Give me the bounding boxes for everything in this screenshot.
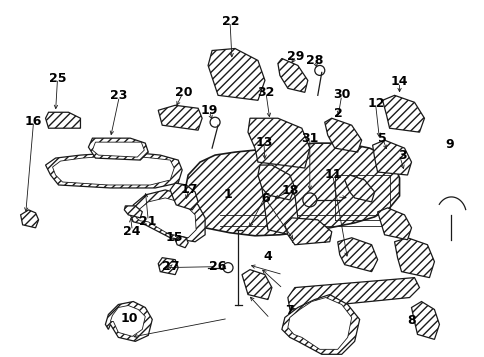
Polygon shape — [344, 175, 374, 202]
Polygon shape — [261, 185, 297, 236]
Polygon shape — [158, 105, 202, 130]
Text: 17: 17 — [180, 183, 197, 196]
Polygon shape — [394, 238, 434, 278]
Polygon shape — [284, 218, 331, 245]
Text: 11: 11 — [324, 169, 342, 181]
Polygon shape — [257, 165, 294, 200]
Polygon shape — [170, 183, 198, 210]
Text: 7: 7 — [285, 303, 294, 317]
Text: 19: 19 — [200, 105, 218, 117]
Text: 15: 15 — [165, 231, 182, 244]
Text: 24: 24 — [123, 225, 141, 238]
Polygon shape — [88, 138, 148, 160]
Text: 20: 20 — [174, 86, 192, 99]
Text: 8: 8 — [407, 314, 415, 327]
Text: 28: 28 — [306, 54, 323, 67]
Text: 5: 5 — [378, 132, 386, 145]
Text: 4: 4 — [263, 250, 272, 263]
Polygon shape — [124, 206, 142, 218]
Polygon shape — [92, 142, 144, 157]
Text: 31: 31 — [301, 132, 318, 145]
Text: 13: 13 — [255, 136, 272, 149]
Text: 1: 1 — [223, 188, 232, 201]
Polygon shape — [337, 238, 377, 272]
Polygon shape — [242, 270, 272, 300]
Polygon shape — [175, 236, 188, 248]
Text: 18: 18 — [281, 185, 298, 197]
Polygon shape — [208, 49, 264, 100]
Polygon shape — [247, 118, 309, 168]
Polygon shape — [377, 208, 410, 240]
Text: 25: 25 — [49, 72, 66, 85]
Text: 2: 2 — [333, 107, 342, 120]
Text: 29: 29 — [287, 50, 304, 64]
Polygon shape — [45, 112, 80, 128]
Text: 6: 6 — [261, 192, 270, 205]
Text: 16: 16 — [25, 115, 42, 128]
Text: 3: 3 — [397, 149, 406, 162]
Text: 14: 14 — [390, 75, 408, 88]
Text: 27: 27 — [162, 260, 179, 273]
Text: 32: 32 — [257, 86, 274, 99]
Polygon shape — [277, 59, 307, 92]
Polygon shape — [287, 278, 419, 310]
Text: 23: 23 — [110, 90, 128, 102]
Polygon shape — [372, 140, 410, 175]
Polygon shape — [324, 118, 361, 152]
Text: 22: 22 — [221, 15, 239, 28]
Polygon shape — [130, 190, 205, 242]
Polygon shape — [158, 258, 178, 275]
Text: 10: 10 — [120, 312, 137, 326]
Text: 12: 12 — [366, 97, 384, 110]
Polygon shape — [110, 306, 145, 336]
Text: 26: 26 — [208, 260, 226, 273]
Polygon shape — [382, 95, 424, 132]
Text: 9: 9 — [444, 138, 453, 151]
Polygon shape — [45, 153, 182, 188]
Polygon shape — [21, 210, 39, 228]
Polygon shape — [410, 302, 439, 340]
Text: 30: 30 — [333, 89, 349, 101]
Polygon shape — [287, 297, 351, 350]
Text: 21: 21 — [139, 215, 157, 228]
Polygon shape — [185, 143, 399, 236]
Polygon shape — [52, 156, 174, 185]
Polygon shape — [105, 302, 152, 341]
Polygon shape — [136, 198, 196, 238]
Polygon shape — [281, 295, 359, 354]
